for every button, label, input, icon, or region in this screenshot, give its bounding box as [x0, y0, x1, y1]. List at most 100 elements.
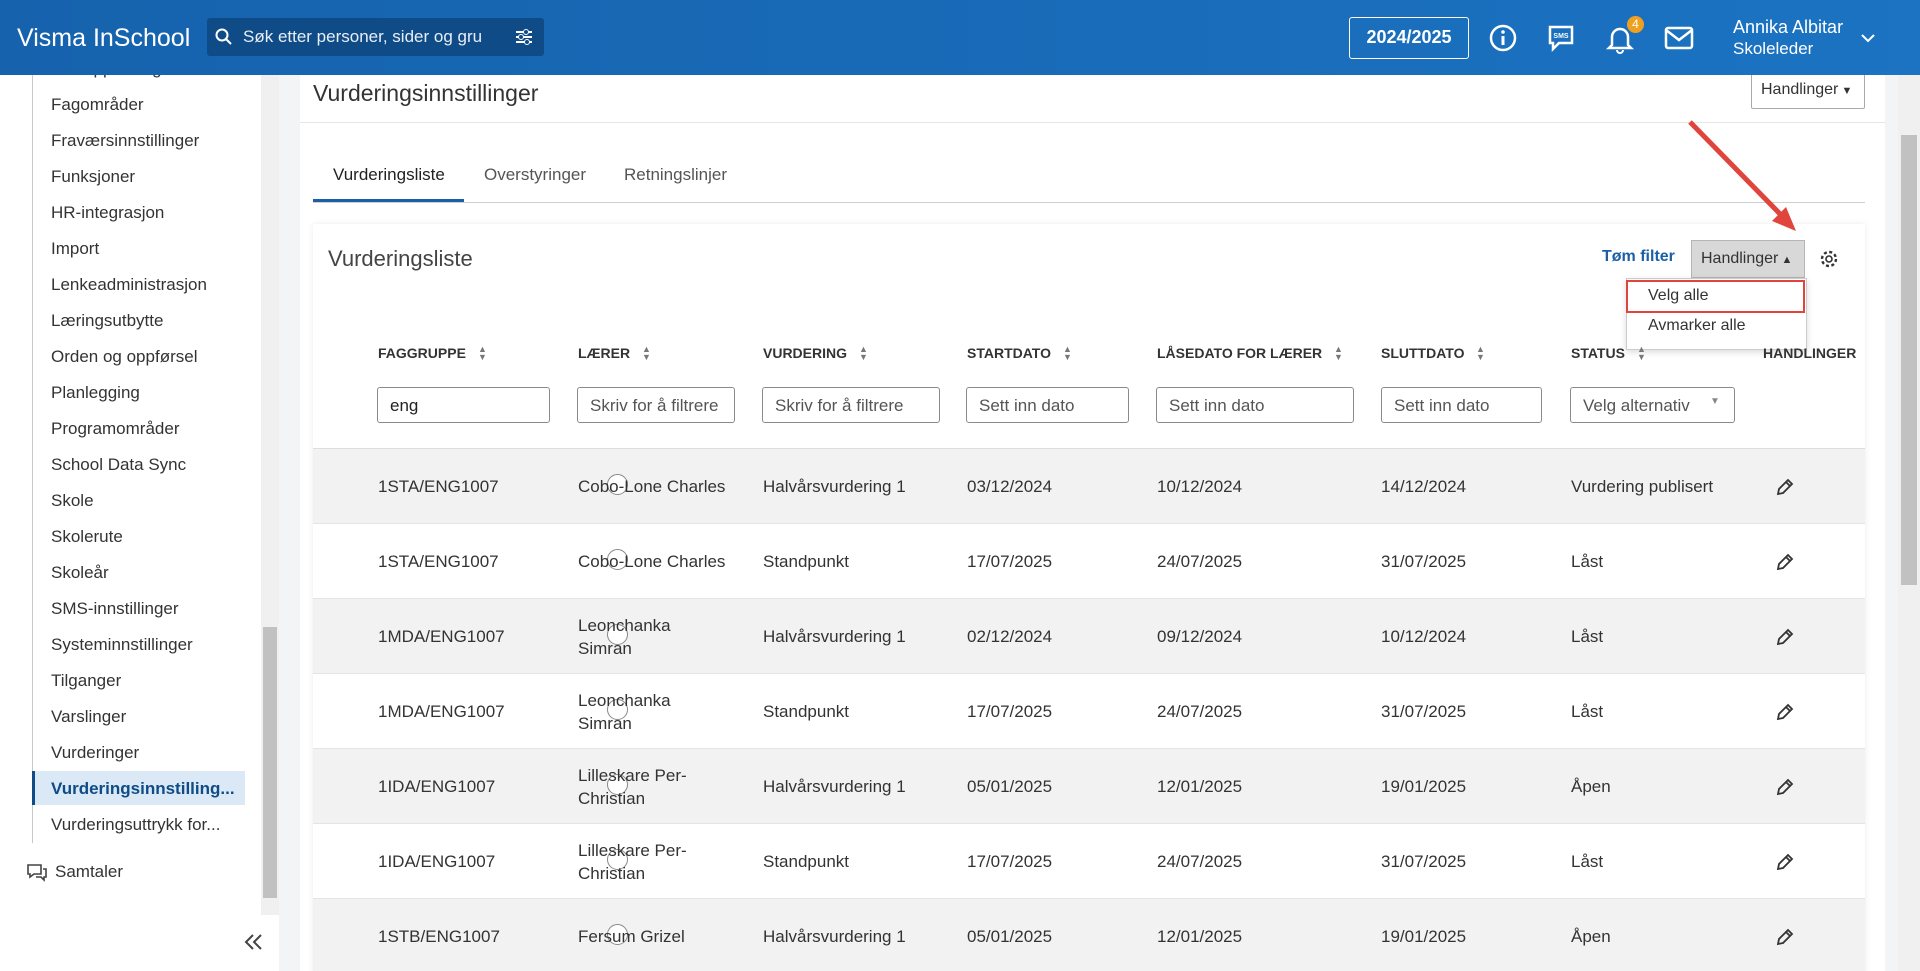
scrollbar-thumb[interactable] — [263, 627, 277, 898]
sidebar-item[interactable]: Systeminnstillinger — [51, 635, 193, 655]
table-cell: 31/07/2025 — [1381, 550, 1581, 573]
table-cell: Halvårsvurdering 1 — [763, 775, 963, 798]
filter-input[interactable]: Skriv for å filtrere — [577, 387, 735, 423]
table-cell: 02/12/2024 — [967, 625, 1167, 648]
page-actions-button[interactable]: Handlinger ▼ — [1751, 75, 1865, 109]
sidebar: Samtaler Elevopplasting Fagområder Fraværs… — [0, 75, 279, 971]
tab[interactable]: Retningslinjer — [624, 165, 727, 185]
table-cell: Standpunkt — [763, 850, 963, 873]
edit-button[interactable] — [1775, 552, 1795, 577]
column-header[interactable]: VURDERING — [763, 345, 847, 361]
notification-badge: 4 — [1627, 16, 1644, 33]
top-bar: Visma InSchool Søk etter personer, sider… — [0, 0, 1920, 75]
table-cell: 17/07/2025 — [967, 850, 1167, 873]
sidebar-item[interactable]: Funksjoner — [51, 167, 135, 187]
column-header[interactable]: STATUS — [1571, 345, 1625, 361]
sort-icon: ▲▼ — [1637, 345, 1646, 361]
edit-button[interactable] — [1775, 627, 1795, 652]
table-cell: 19/01/2025 — [1381, 925, 1581, 948]
column-header[interactable]: SLUTTDATO — [1381, 345, 1464, 361]
settings-icon[interactable] — [1819, 249, 1839, 269]
tab-underline — [313, 199, 464, 202]
edit-button[interactable] — [1775, 477, 1795, 502]
sidebar-item[interactable]: Varslinger — [51, 707, 126, 727]
brand[interactable]: Visma InSchool — [17, 24, 190, 53]
table-cell: 1STA/ENG1007 — [378, 475, 578, 498]
filter-input[interactable]: Sett inn dato — [1156, 387, 1354, 423]
table-cell: 1STA/ENG1007 — [378, 550, 578, 573]
filter-icon[interactable] — [515, 28, 533, 46]
dropdown-item[interactable]: Avmarker alle — [1648, 317, 1746, 335]
search-box[interactable]: Søk etter personer, sider og gru — [207, 18, 544, 56]
table-cell: Vurdering publisert — [1571, 475, 1771, 498]
user-role: Skoleleder — [1733, 39, 1813, 59]
filter-input[interactable]: Skriv for å filtrere — [762, 387, 940, 423]
sidebar-item[interactable]: Orden og oppførsel — [51, 347, 197, 367]
sort-icon: ▲▼ — [1334, 345, 1343, 361]
user-menu-chevron[interactable] — [1860, 32, 1876, 44]
mail-icon[interactable] — [1664, 26, 1694, 50]
filter-input[interactable]: eng — [377, 387, 550, 423]
collapse-button[interactable] — [244, 933, 264, 951]
sidebar-item[interactable]: Planlegging — [51, 383, 140, 403]
info-icon[interactable] — [1489, 24, 1517, 52]
school-year[interactable]: 2024/2025 — [1349, 17, 1469, 59]
tab[interactable]: Vurderingsliste — [333, 165, 445, 185]
column-header[interactable]: STARTDATO — [967, 345, 1051, 361]
edit-button[interactable] — [1775, 852, 1795, 877]
sidebar-item[interactable]: Læringsutbytte — [51, 311, 163, 331]
clear-filter[interactable]: Tøm filter — [1602, 248, 1675, 266]
sidebar-item[interactable]: School Data Sync — [51, 455, 186, 475]
page-scrollbar-thumb[interactable] — [1901, 135, 1917, 585]
table-cell: 10/12/2024 — [1157, 475, 1357, 498]
panel-actions-label: Handlinger — [1701, 250, 1778, 267]
sidebar-item[interactable]: Skolerute — [51, 527, 123, 547]
sidebar-item[interactable]: Fagområder — [51, 95, 144, 115]
sidebar-item[interactable]: Programområder — [51, 419, 180, 439]
sidebar-item[interactable]: Vurderingsinnstilling... — [51, 779, 235, 799]
edit-button[interactable] — [1775, 777, 1795, 802]
svg-text:SMS: SMS — [1553, 33, 1569, 40]
tabs-line — [313, 202, 1865, 203]
table-cell: 24/07/2025 — [1157, 700, 1357, 723]
sort-icon: ▲▼ — [1476, 345, 1485, 361]
user-name[interactable]: Annika Albitar — [1733, 17, 1843, 38]
annotation-arrow — [1679, 115, 1819, 245]
table-cell: 12/01/2025 — [1157, 775, 1357, 798]
sms-icon[interactable]: SMS — [1547, 24, 1575, 52]
sidebar-item[interactable]: Elevopplasting — [51, 75, 162, 79]
sidebar-footer-item[interactable]: Samtaler — [55, 862, 123, 882]
filter-input[interactable]: Sett inn dato — [966, 387, 1129, 423]
panel-actions-button[interactable]: Handlinger ▲ — [1691, 240, 1805, 278]
table-cell: Fersum Grizel — [578, 925, 728, 948]
header-divider — [300, 122, 1885, 123]
tab[interactable]: Overstyringer — [484, 165, 586, 185]
column-header[interactable]: HANDLINGER — [1763, 345, 1856, 361]
table-cell: 24/07/2025 — [1157, 850, 1357, 873]
column-header[interactable]: FAGGRUPPE — [378, 345, 466, 361]
table-cell: Halvårsvurdering 1 — [763, 625, 963, 648]
sidebar-item[interactable]: SMS-innstillinger — [51, 599, 179, 619]
select-caret: ▼ — [1710, 396, 1720, 407]
table-cell: Standpunkt — [763, 550, 963, 573]
sidebar-item[interactable]: Vurderingsuttrykk for... — [51, 815, 220, 835]
sidebar-item[interactable]: Vurderinger — [51, 743, 139, 763]
column-header[interactable]: LÅSEDATO FOR LÆRER — [1157, 345, 1322, 361]
table-cell: Åpen — [1571, 925, 1771, 948]
sidebar-item[interactable]: Tilganger — [51, 671, 121, 691]
edit-button[interactable] — [1775, 702, 1795, 727]
edit-button[interactable] — [1775, 927, 1795, 952]
sidebar-item[interactable]: Lenkeadministrasjon — [51, 275, 207, 295]
table-cell: 03/12/2024 — [967, 475, 1167, 498]
dropdown-item[interactable]: Velg alle — [1648, 287, 1709, 305]
table-cell: 19/01/2025 — [1381, 775, 1581, 798]
main: Vurderingsinnstillinger Handlinger ▼ Vur… — [279, 75, 1898, 971]
column-header[interactable]: LÆRER — [578, 345, 630, 361]
sidebar-item[interactable]: Skoleår — [51, 563, 109, 583]
sidebar-item[interactable]: HR-integrasjon — [51, 203, 164, 223]
filter-input[interactable]: Sett inn dato — [1381, 387, 1542, 423]
sidebar-item[interactable]: Import — [51, 239, 99, 259]
sidebar-item[interactable]: Fraværsinnstillinger — [51, 131, 199, 151]
sidebar-scrollbar — [261, 75, 279, 915]
sidebar-item[interactable]: Skole — [51, 491, 94, 511]
